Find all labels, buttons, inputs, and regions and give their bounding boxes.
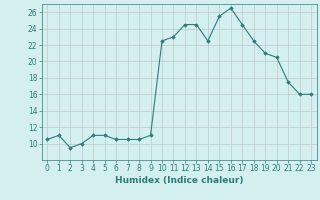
X-axis label: Humidex (Indice chaleur): Humidex (Indice chaleur) (115, 176, 244, 185)
